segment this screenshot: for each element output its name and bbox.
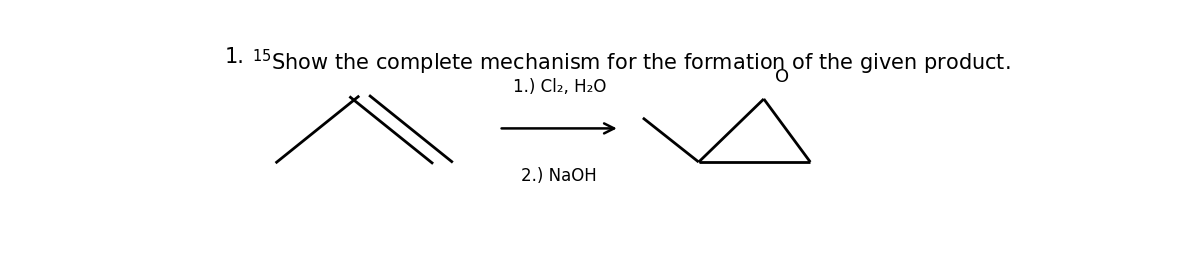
- Text: 2.) NaOH: 2.) NaOH: [521, 167, 598, 185]
- Text: 1.) Cl₂, H₂O: 1.) Cl₂, H₂O: [512, 78, 606, 96]
- Text: 1.: 1.: [224, 48, 245, 67]
- Text: O: O: [775, 68, 790, 86]
- Text: $^{15}$Show the complete mechanism for the formation of the given product.: $^{15}$Show the complete mechanism for t…: [252, 48, 1010, 77]
